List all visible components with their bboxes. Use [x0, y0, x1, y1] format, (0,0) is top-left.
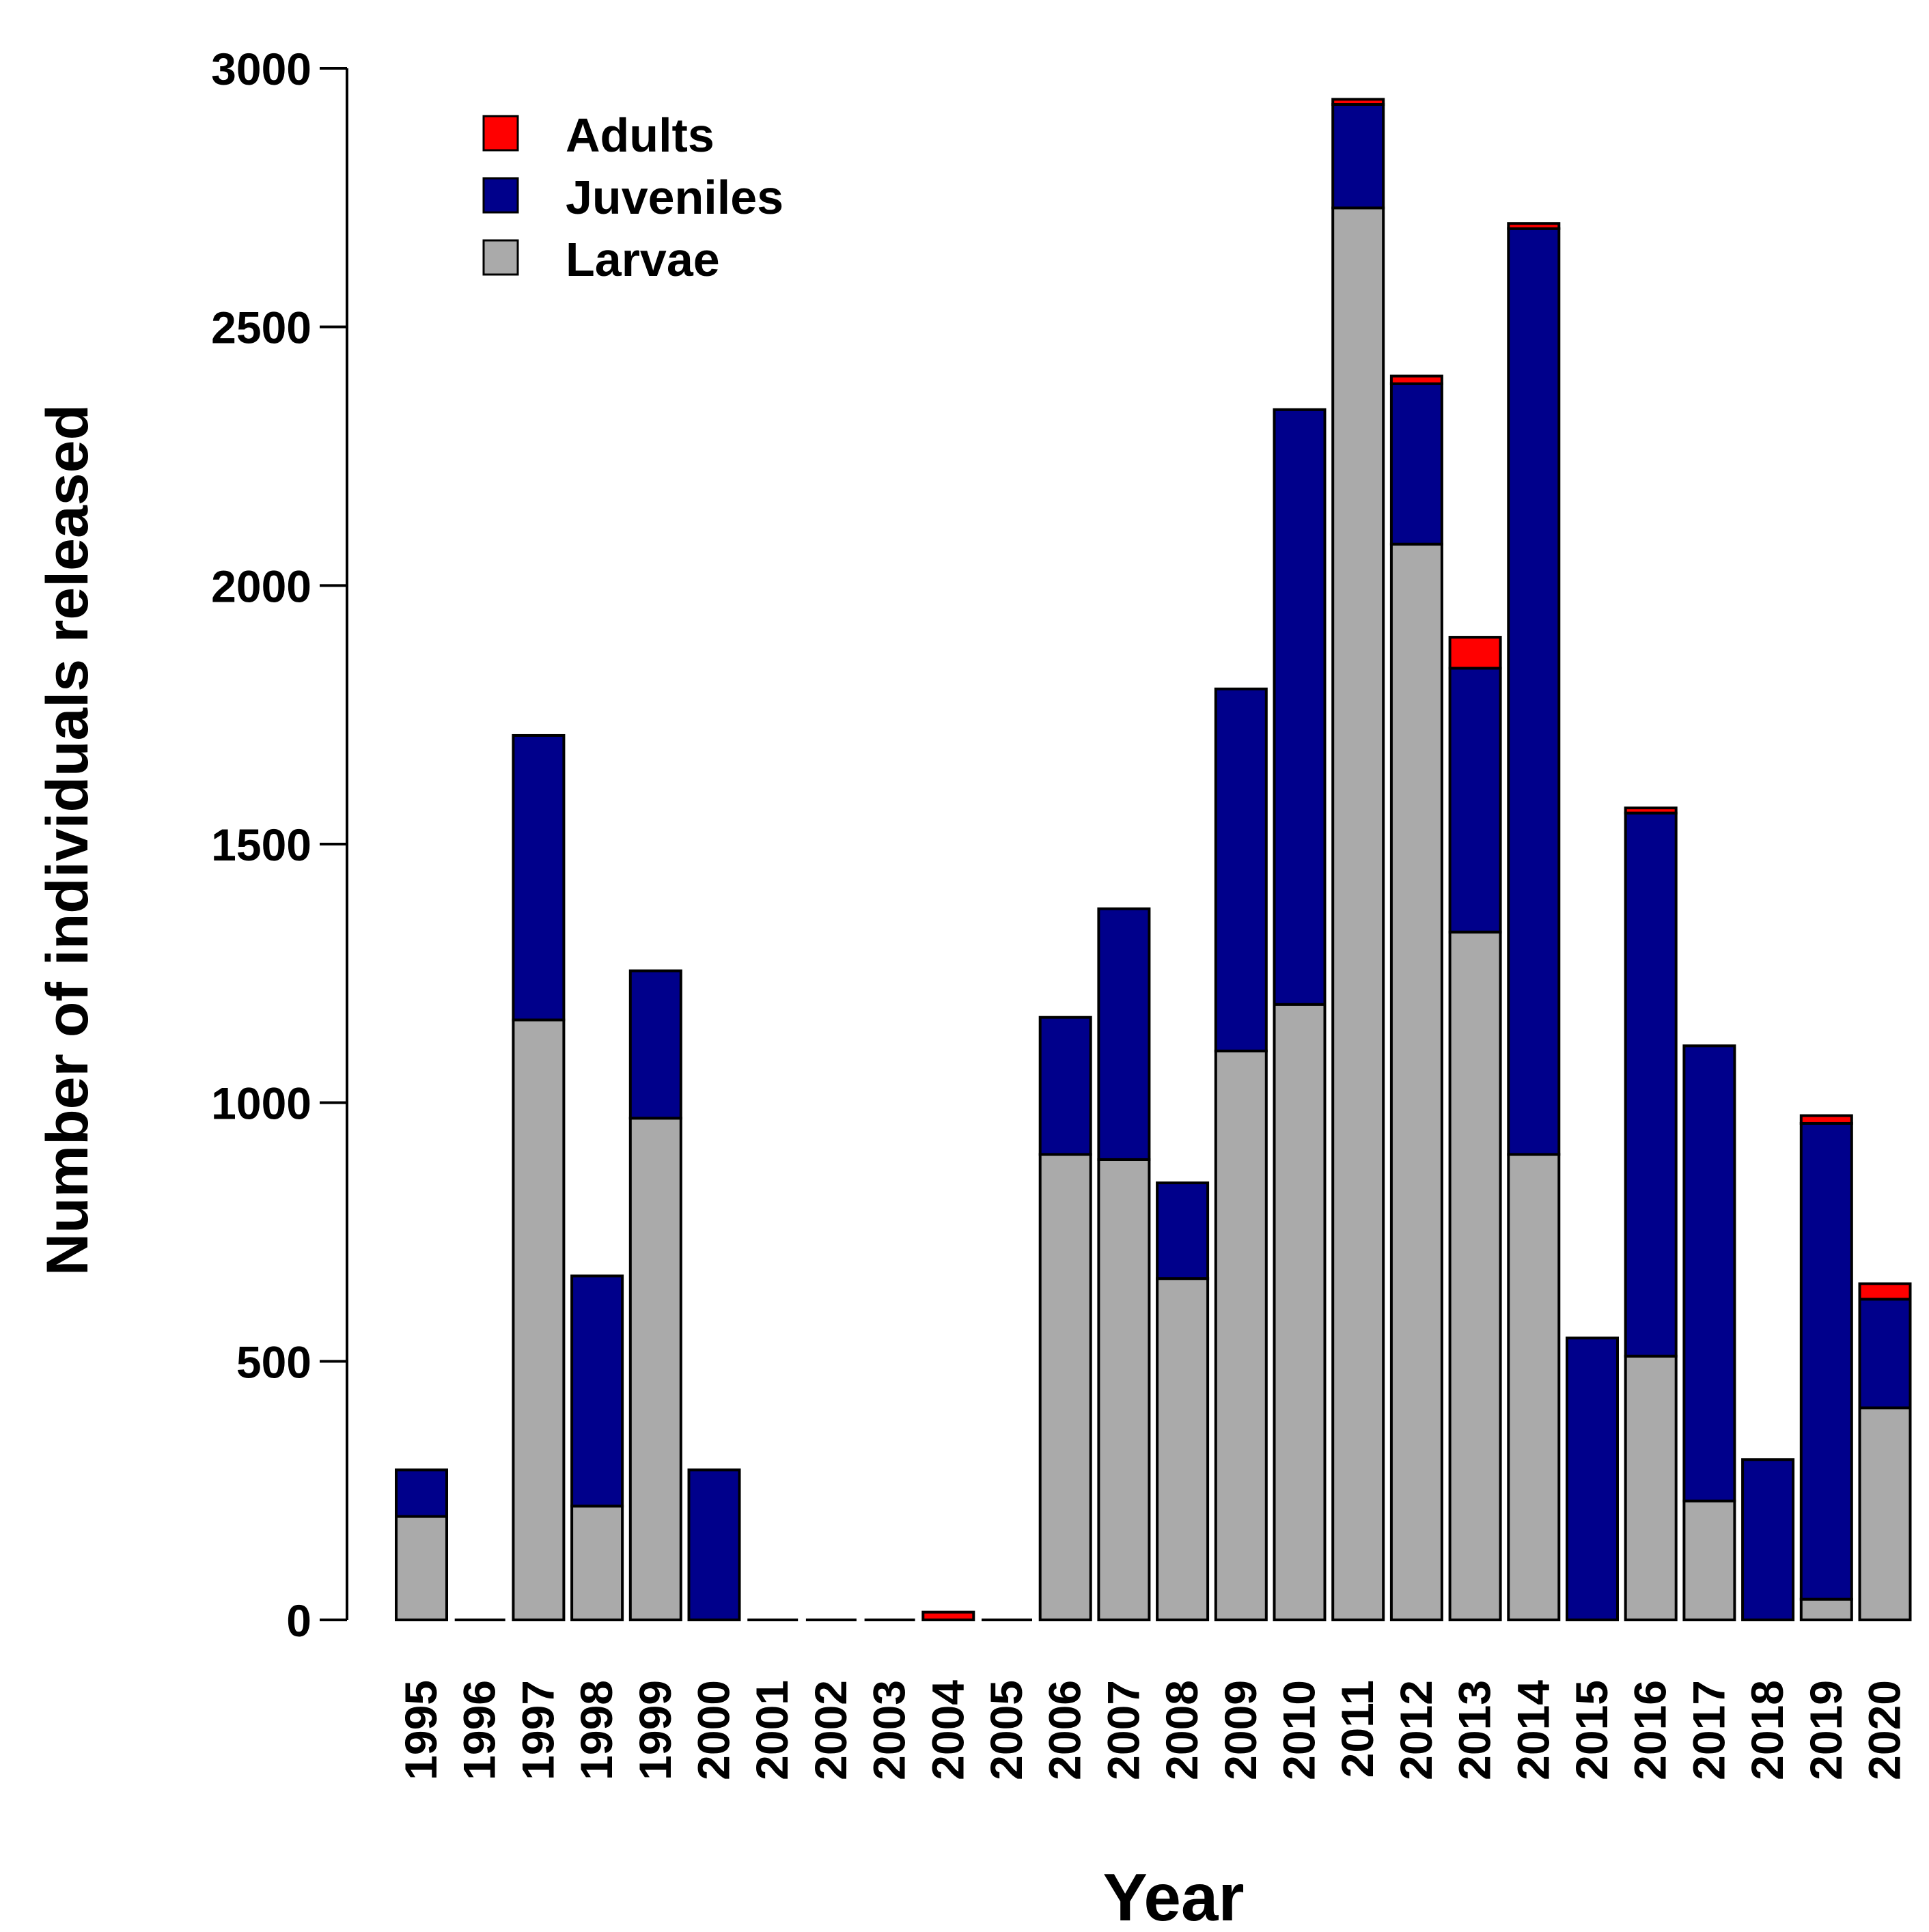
x-axis-title: Year [1102, 1860, 1244, 1932]
x-tick-label: 2012 [1391, 1680, 1441, 1780]
x-tick-labels: 1995 1996 1997 1998 1999 2000 2001 2002 2003 2004… [395, 1680, 1910, 1780]
legend-swatch-juveniles [482, 177, 519, 214]
bars [395, 98, 1912, 1622]
bar-larvae-2016 [1624, 1354, 1678, 1621]
x-tick-label: 2005 [981, 1680, 1031, 1780]
y-axis-title: Number of individuals released [35, 404, 100, 1276]
x-tick-label: 2015 [1566, 1680, 1617, 1780]
y-tick-label: 2000 [211, 561, 311, 611]
bar-larvae-1997 [512, 1018, 566, 1621]
bar-adults-2013 [1448, 636, 1502, 670]
x-tick-label: 1999 [630, 1680, 680, 1780]
y-tick-label: 1500 [211, 820, 311, 870]
bar-larvae-2008 [1156, 1277, 1210, 1622]
x-tick-label: 1997 [512, 1680, 563, 1780]
bar-adults-2019 [1799, 1114, 1853, 1125]
x-tick-label: 2006 [1040, 1680, 1090, 1780]
bar-juveniles-2015 [1566, 1336, 1619, 1621]
bar-juveniles-2009 [1214, 687, 1268, 1052]
bar-larvae-2007 [1097, 1158, 1151, 1622]
x-tick-label: 2014 [1508, 1680, 1558, 1780]
bar-larvae-2010 [1273, 1003, 1327, 1621]
bar-adults-2004 [921, 1610, 975, 1621]
bar-juveniles-2008 [1156, 1181, 1210, 1280]
y-tick-label: 0 [286, 1595, 311, 1646]
y-tick-label: 1000 [211, 1078, 311, 1129]
bar-larvae-1995 [395, 1515, 448, 1622]
bar-larvae-2006 [1038, 1153, 1092, 1621]
legend-swatch-larvae [482, 239, 519, 276]
bar-juveniles-2014 [1507, 227, 1561, 1156]
bar-juveniles-2016 [1624, 811, 1678, 1358]
bar-larvae-2014 [1507, 1153, 1561, 1621]
bar-juveniles-2017 [1682, 1044, 1736, 1502]
x-tick-label: 2019 [1801, 1680, 1851, 1780]
x-tick-label: 2010 [1274, 1680, 1324, 1780]
legend-label-adults: Adults [566, 109, 714, 162]
bar-juveniles-2006 [1038, 1016, 1092, 1156]
bar-larvae-2013 [1448, 930, 1502, 1622]
x-tick-label: 2002 [805, 1680, 856, 1780]
y-tick-label: 500 [236, 1336, 311, 1387]
bar-larvae-1999 [628, 1117, 682, 1622]
x-tick-label: 2018 [1742, 1680, 1792, 1780]
x-tick-label: 2003 [864, 1680, 915, 1780]
y-tick-label: 2500 [211, 303, 311, 353]
bar-juveniles-1999 [628, 969, 682, 1120]
bar-adults-2016 [1624, 806, 1678, 815]
x-tick-label: 2008 [1156, 1680, 1207, 1780]
bar-adults-2020 [1858, 1282, 1912, 1301]
x-tick-label: 2017 [1683, 1680, 1734, 1780]
legend-label-juveniles: Juveniles [566, 171, 783, 224]
bar-juveniles-2010 [1273, 408, 1327, 1006]
bar-juveniles-2007 [1097, 907, 1151, 1161]
bar-larvae-2012 [1389, 542, 1443, 1621]
x-tick-label: 2000 [689, 1680, 739, 1780]
legend-swatch-adults [482, 115, 519, 152]
bar-adults-2012 [1389, 374, 1443, 385]
x-tick-label: 2001 [747, 1680, 797, 1780]
y-tick-label: 3000 [211, 44, 311, 94]
bar-juveniles-1998 [570, 1274, 624, 1508]
bar-larvae-2009 [1214, 1049, 1268, 1621]
x-tick-label: 2011 [1332, 1680, 1383, 1778]
bar-juveniles-2018 [1741, 1458, 1795, 1621]
bar-larvae-2017 [1682, 1499, 1736, 1621]
bar-juveniles-2020 [1858, 1298, 1912, 1410]
bar-juveniles-2013 [1448, 667, 1502, 934]
x-tick-label: 2004 [922, 1680, 973, 1780]
bar-larvae-2019 [1799, 1597, 1853, 1622]
x-tick-label: 2009 [1215, 1680, 1266, 1780]
bar-juveniles-2000 [687, 1468, 741, 1621]
x-tick-label: 2016 [1625, 1680, 1676, 1780]
bar-juveniles-2012 [1389, 382, 1443, 546]
x-tick-label: 1998 [571, 1680, 622, 1780]
legend-label-larvae: Larvae [566, 233, 720, 286]
bar-adults-2014 [1507, 222, 1561, 230]
bar-juveniles-2019 [1799, 1121, 1853, 1601]
x-tick-label: 1996 [454, 1680, 505, 1780]
x-tick-label: 2020 [1859, 1680, 1910, 1780]
x-tick-label: 1995 [395, 1680, 446, 1780]
bar-juveniles-2011 [1331, 103, 1385, 210]
bar-larvae-2011 [1331, 206, 1385, 1622]
bar-juveniles-1995 [395, 1468, 448, 1518]
bar-juveniles-1997 [512, 733, 566, 1022]
bar-adults-2011 [1331, 98, 1385, 107]
bar-larvae-2020 [1858, 1406, 1912, 1622]
legend: Adults Juveniles Larvae [482, 109, 783, 286]
bar-larvae-1998 [570, 1504, 624, 1622]
x-tick-label: 2007 [1098, 1680, 1148, 1780]
y-axis: 0 500 1000 1500 2000 2500 3000 [211, 44, 348, 1646]
x-tick-label: 2013 [1449, 1680, 1500, 1780]
